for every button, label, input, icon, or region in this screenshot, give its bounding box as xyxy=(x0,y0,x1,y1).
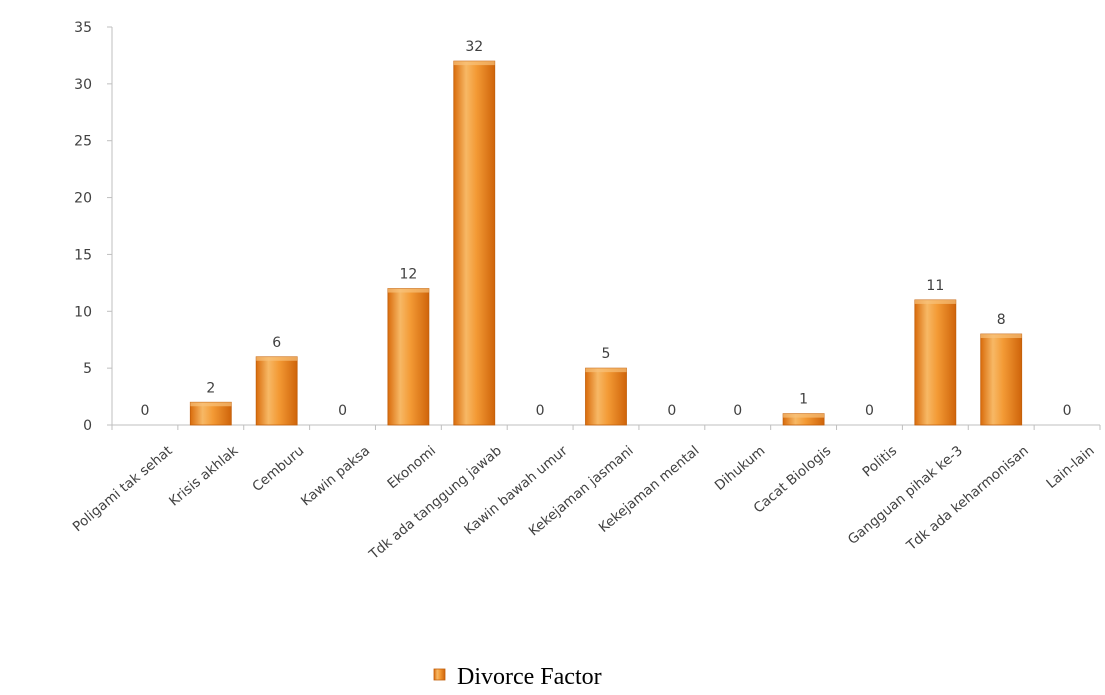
category-label: Cemburu xyxy=(249,443,307,495)
category-label: Dihukum xyxy=(712,443,769,494)
bar xyxy=(255,356,298,426)
data-label: 11 xyxy=(926,278,944,294)
bar-series xyxy=(189,60,1023,426)
category-label: Ekonomi xyxy=(384,443,439,492)
bar-cap xyxy=(387,288,429,293)
bar xyxy=(585,367,627,426)
data-label: 32 xyxy=(465,39,483,55)
bar-cap xyxy=(783,413,825,418)
data-label: 0 xyxy=(667,403,676,419)
y-tick-label: 15 xyxy=(74,247,92,263)
data-label: 0 xyxy=(1063,403,1072,419)
x-axis xyxy=(111,424,1101,430)
y-tick-label: 35 xyxy=(74,20,92,36)
category-label: Politis xyxy=(859,443,900,481)
category-label: Poligami tak sehat xyxy=(70,443,176,535)
bar-cap xyxy=(914,299,956,304)
category-label: Tdk ada keharmonisan xyxy=(903,443,1032,555)
data-label: 0 xyxy=(536,403,545,419)
data-label: 1 xyxy=(799,392,808,408)
bar-cap xyxy=(585,368,627,373)
bar xyxy=(453,60,496,426)
category-label: Lain-lain xyxy=(1043,443,1097,492)
legend-swatch xyxy=(433,668,446,681)
y-axis: 0 5 10 15 20 25 30 35 xyxy=(74,20,113,434)
bar-cap xyxy=(980,334,1022,339)
y-tick-label: 30 xyxy=(74,77,92,93)
bar-cap xyxy=(190,402,232,407)
bar-cap xyxy=(453,61,495,66)
category-label: Krisis akhlak xyxy=(166,443,241,510)
data-label: 0 xyxy=(338,403,347,419)
bar xyxy=(387,288,430,426)
data-label: 0 xyxy=(865,403,874,419)
bar-cap xyxy=(256,356,298,361)
data-label: 5 xyxy=(602,346,611,362)
category-label: Gangguan pihak ke-3 xyxy=(845,443,966,548)
data-label: 0 xyxy=(733,403,742,419)
bar xyxy=(914,299,957,426)
legend: Divorce Factor xyxy=(433,664,602,690)
data-labels: 0 2 6 0 12 32 0 5 0 0 1 0 11 8 0 xyxy=(140,39,1071,419)
y-tick-label: 5 xyxy=(83,361,92,377)
y-tick-label: 25 xyxy=(74,134,92,150)
category-label: Kawin paksa xyxy=(298,443,373,510)
data-label: 12 xyxy=(399,267,417,283)
y-tick-label: 20 xyxy=(74,191,92,207)
category-label: Tdk ada tanggung jawab xyxy=(365,443,504,564)
data-label: 8 xyxy=(997,312,1006,328)
y-tick-label: 10 xyxy=(74,304,92,320)
y-tick-label: 0 xyxy=(83,418,92,434)
data-label: 6 xyxy=(272,335,281,351)
data-label: 2 xyxy=(206,380,215,396)
legend-label: Divorce Factor xyxy=(457,664,602,690)
data-label: 0 xyxy=(140,403,149,419)
bar xyxy=(980,333,1023,426)
